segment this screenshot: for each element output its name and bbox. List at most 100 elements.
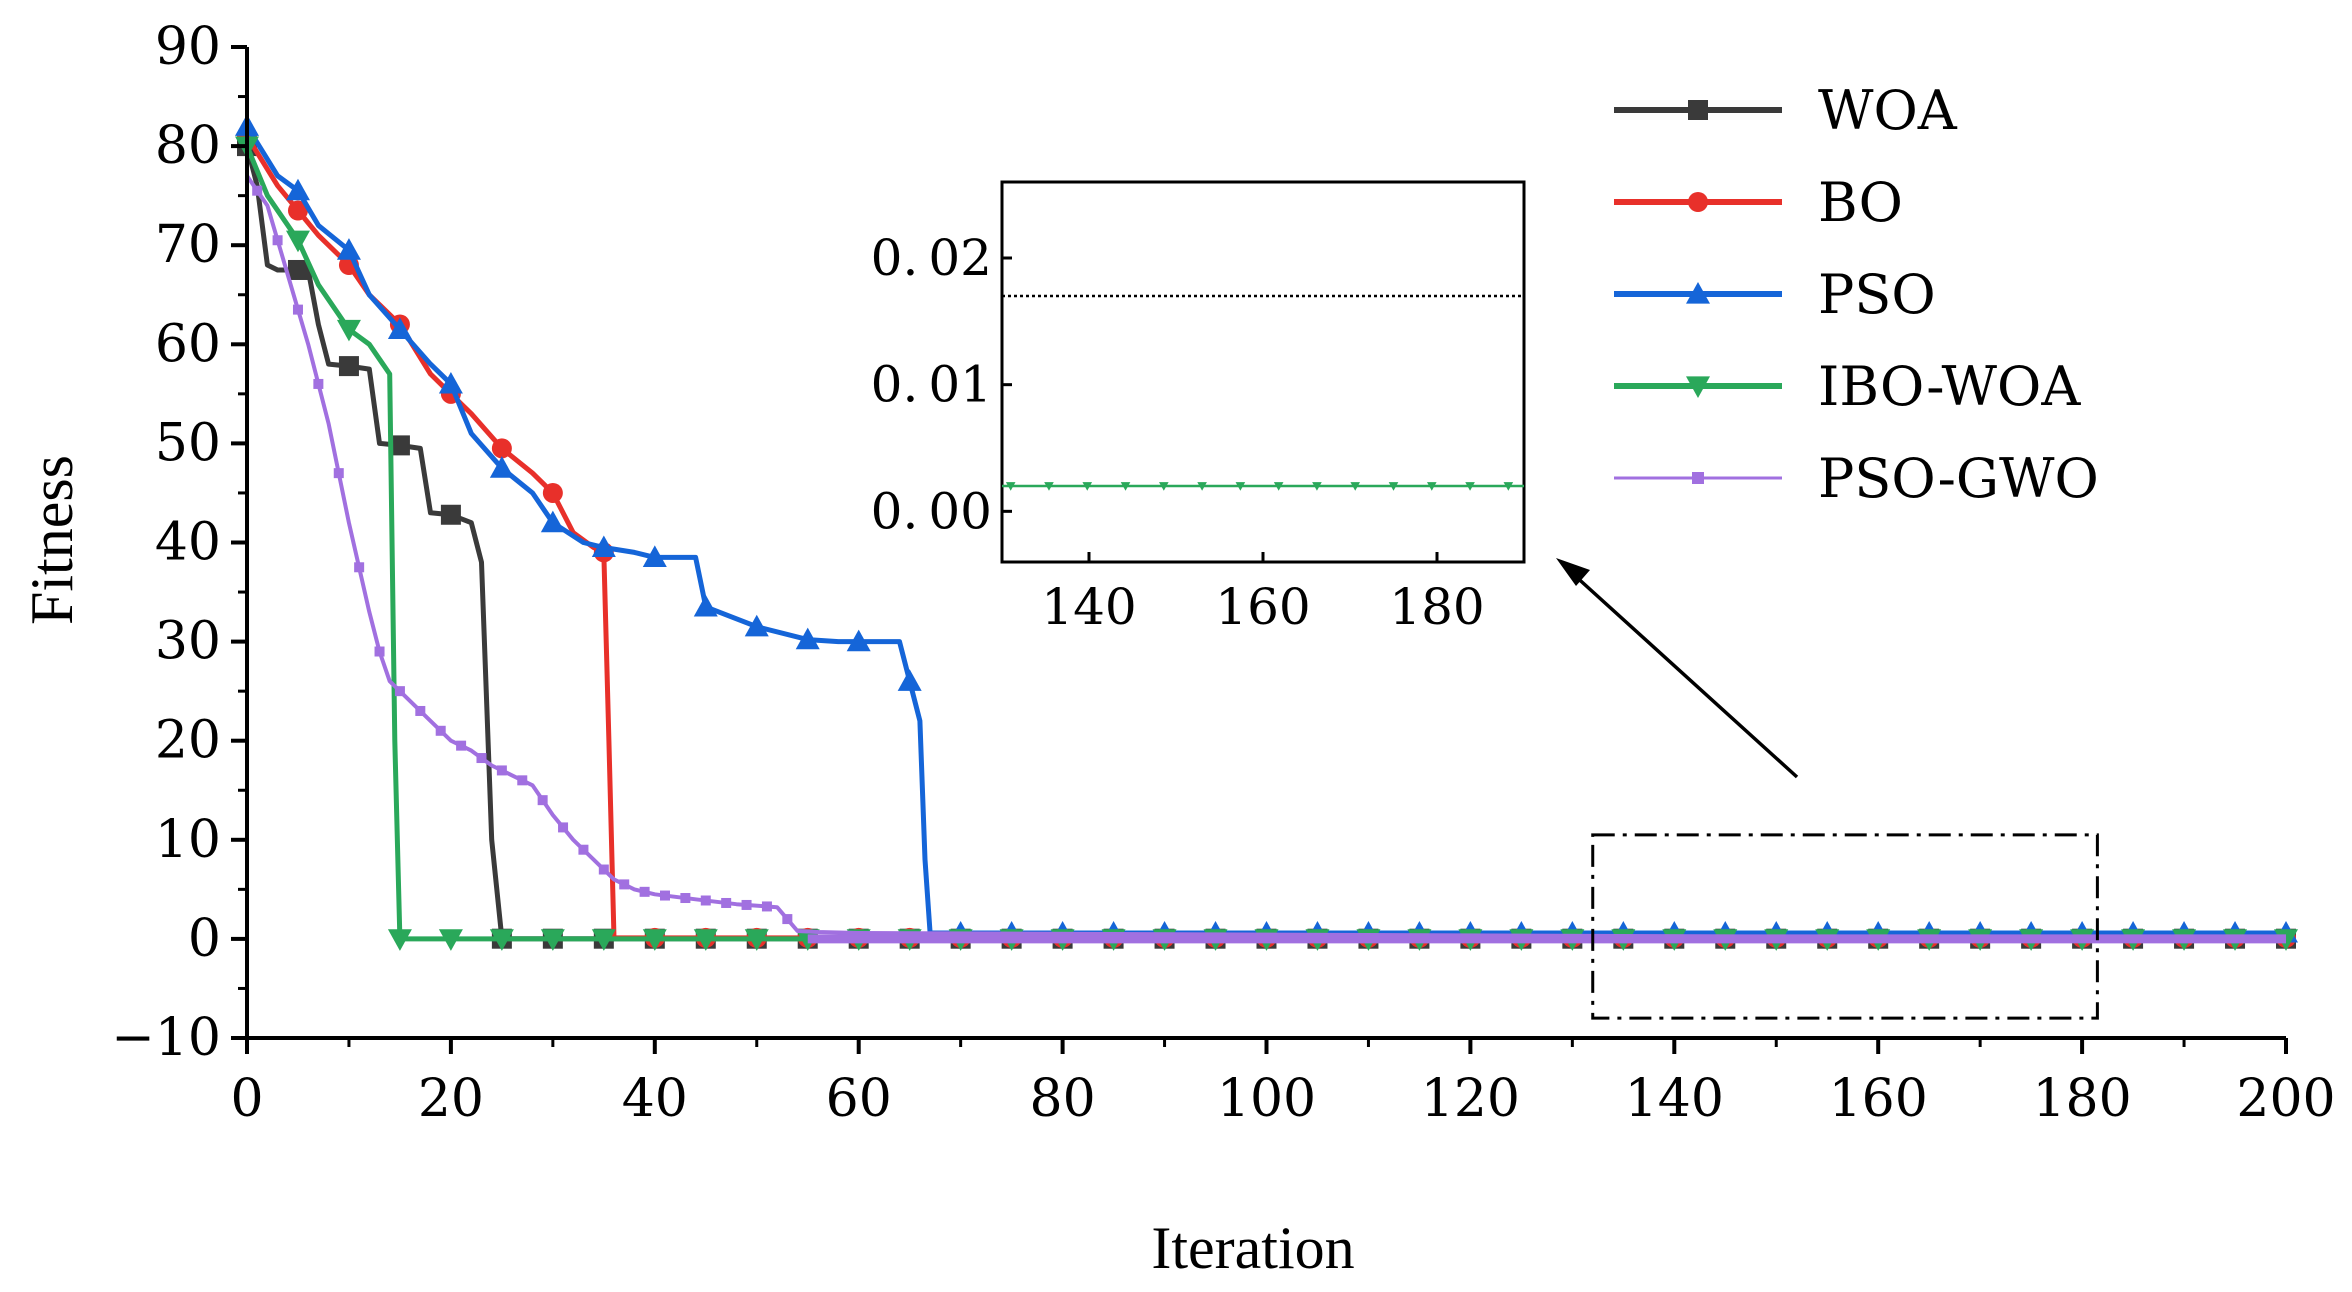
- inset-x-tick-label: 180: [1389, 578, 1484, 636]
- data-point-pso: [744, 614, 769, 637]
- data-point-pso-gwo: [476, 753, 487, 764]
- inset-plot: 140 160 180 0. 00 0. 01 0. 02: [871, 180, 1526, 636]
- data-point-pso-gwo: [252, 185, 263, 196]
- data-point-pso-gwo: [456, 740, 467, 751]
- arrow-layer: [1556, 558, 1799, 779]
- inset-y-tick-label: 0. 02: [871, 229, 992, 287]
- data-point-pso-gwo: [741, 899, 752, 910]
- main-plot: 0 20 40 60 80 100 120 140 160 180 200−100102030405…: [111, 17, 2335, 1129]
- legend-entry-pso-gwo: PSO-GWO: [1614, 447, 2099, 510]
- zoom-region-box: [1591, 833, 2099, 1020]
- data-point-ibo-woa: [489, 929, 514, 951]
- data-point-pso-gwo: [639, 886, 650, 897]
- x-tick-label: 160: [1829, 1069, 1928, 1129]
- legend-entry-woa: WOA: [1614, 79, 1958, 142]
- x-axis-title: Iteration: [1151, 1215, 1354, 1281]
- series-line-ibo-woa: [244, 145, 2286, 942]
- data-point-pso: [795, 627, 820, 650]
- data-point-ibo-woa: [693, 929, 718, 951]
- y-tick-label: 0: [188, 909, 221, 969]
- legend-marker-woa: [1688, 100, 1708, 120]
- data-point-pso-gwo: [354, 562, 365, 573]
- data-point-ibo-woa: [591, 929, 616, 951]
- inset-point-ibo-woa: [1350, 482, 1361, 491]
- data-point-pso-gwo: [537, 795, 548, 806]
- data-point-pso: [642, 545, 667, 567]
- x-tick-label: 180: [2032, 1069, 2131, 1129]
- x-tick-label: 0: [230, 1069, 263, 1129]
- x-tick-label: 60: [826, 1069, 892, 1129]
- x-tick-label: 40: [622, 1069, 688, 1129]
- legend-entry-pso: PSO: [1614, 263, 1936, 326]
- data-point-ibo-woa: [285, 230, 310, 253]
- data-point-ibo-woa: [744, 929, 769, 951]
- main-series-layer: [235, 114, 2298, 951]
- data-point-pso: [846, 629, 871, 652]
- y-tick-label: 70: [155, 215, 221, 275]
- zoom-arrow-shaft: [1570, 571, 1799, 779]
- data-point-pso-gwo: [333, 468, 344, 479]
- y-tick-label: 90: [155, 17, 221, 77]
- legend-entry-ibo-woa: IBO-WOA: [1614, 355, 2081, 418]
- zoom-box-layer: [1591, 833, 2099, 1020]
- inset-point-ibo-woa: [1312, 482, 1322, 491]
- data-point-pso-gwo: [680, 893, 691, 904]
- x-tick-label: 100: [1217, 1069, 1316, 1129]
- x-tick-label: 80: [1030, 1069, 1096, 1129]
- inset-point-ibo-woa: [1044, 482, 1054, 491]
- legend: WOA BO PSO IBO-WOA PSO-GWO: [1614, 79, 2099, 510]
- y-tick-label: 40: [155, 513, 221, 573]
- data-point-pso-gwo: [721, 897, 732, 908]
- data-point-pso-gwo: [558, 822, 569, 833]
- data-point-pso-gwo: [292, 304, 303, 315]
- data-point-pso: [489, 456, 514, 478]
- legend-label-pso-gwo: PSO-GWO: [1818, 447, 2099, 510]
- data-point-ibo-woa: [336, 319, 361, 342]
- data-point-woa: [389, 435, 410, 456]
- y-tick-label: 60: [155, 314, 221, 374]
- data-point-pso-gwo: [415, 705, 426, 716]
- y-tick-label: 50: [155, 413, 221, 473]
- data-point-pso: [336, 238, 361, 260]
- inset-y-tick-label: 0. 01: [871, 356, 992, 414]
- x-tick-label: 20: [418, 1069, 484, 1129]
- data-point-ibo-woa: [438, 929, 463, 951]
- data-point-pso-gwo: [782, 914, 793, 925]
- y-tick-label: −10: [111, 1008, 221, 1068]
- data-point-bo: [542, 482, 563, 503]
- data-point-pso-gwo: [313, 378, 324, 389]
- data-point-pso-gwo: [761, 901, 772, 912]
- data-point-pso-gwo: [517, 775, 528, 786]
- data-point-ibo-woa: [540, 929, 565, 951]
- data-point-pso: [387, 317, 412, 340]
- data-point-pso: [540, 510, 565, 533]
- data-point-woa: [287, 259, 308, 280]
- inset-point-ibo-woa: [1465, 482, 1475, 491]
- inset-point-ibo-woa: [1005, 482, 1016, 491]
- inset-x-tick-label: 140: [1041, 578, 1136, 636]
- data-point-pso: [693, 594, 718, 617]
- y-tick-label: 80: [155, 116, 221, 176]
- data-point-pso: [285, 178, 310, 201]
- inset-point-ibo-woa: [1388, 482, 1399, 491]
- data-point-pso-gwo: [700, 895, 711, 906]
- inset-point-ibo-woa: [1273, 482, 1284, 491]
- inset-y-tick-label: 0. 00: [871, 482, 992, 540]
- legend-marker-ibo-woa: [1686, 376, 1710, 398]
- x-tick-label: 140: [1625, 1069, 1724, 1129]
- data-point-pso-gwo: [598, 864, 609, 875]
- data-point-bo: [491, 438, 512, 459]
- y-tick-label: 10: [155, 810, 221, 870]
- data-point-pso: [438, 371, 463, 394]
- legend-entry-bo: BO: [1614, 171, 1903, 234]
- y-axis-title: Fitness: [19, 455, 85, 625]
- x-tick-label: 200: [2236, 1069, 2335, 1129]
- data-point-pso-gwo: [619, 879, 630, 890]
- legend-label-ibo-woa: IBO-WOA: [1818, 355, 2081, 418]
- legend-marker-bo: [1688, 192, 1708, 212]
- data-point-ibo-woa: [642, 929, 667, 951]
- data-point-pso-gwo: [394, 686, 405, 697]
- data-point-pso-gwo: [659, 890, 670, 901]
- y-tick-label: 20: [155, 711, 221, 771]
